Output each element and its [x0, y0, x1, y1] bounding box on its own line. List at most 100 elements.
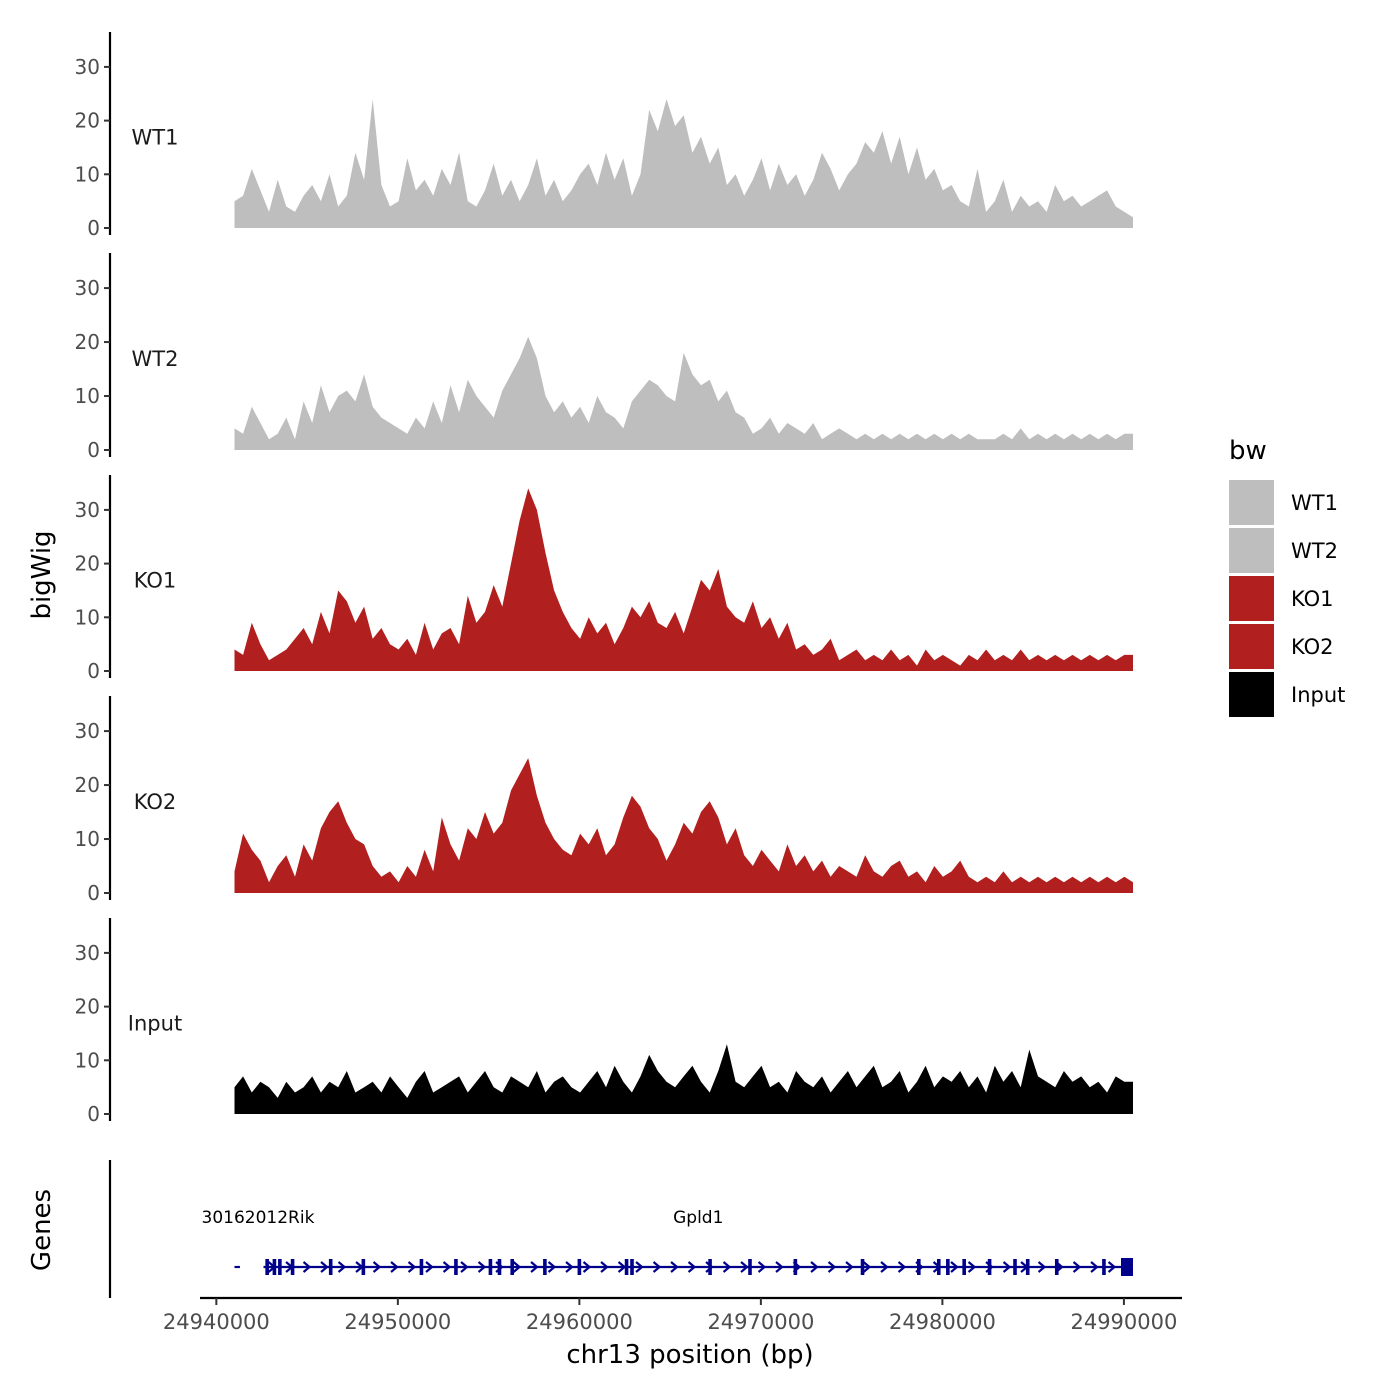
legend-entry-wt1: WT1 [1229, 480, 1338, 525]
gene-name-label: 30162012Rik [202, 1208, 315, 1228]
coverage-area-input [234, 1044, 1133, 1114]
y-tick-label: 10 [75, 827, 100, 851]
strand-arrow [1072, 1261, 1082, 1273]
strand-arrow [722, 1261, 732, 1273]
exon [328, 1259, 333, 1275]
exon [497, 1259, 502, 1275]
exon [510, 1259, 515, 1275]
strand-arrow [705, 1261, 714, 1273]
y-tick-label: 30 [75, 719, 100, 743]
strand-arrow [950, 1261, 959, 1273]
genes-track-label: Genes [27, 1189, 57, 1271]
exon [946, 1259, 950, 1275]
exon [454, 1259, 458, 1275]
legend-swatch [1229, 528, 1274, 573]
y-axis-title: bigWig [27, 530, 57, 619]
track-ko1: 0 10 20 30 KO1 [75, 475, 1133, 683]
coverage-area-wt1 [234, 99, 1133, 228]
y-tick-label: 10 [75, 384, 100, 408]
y-tick-label: 30 [75, 941, 100, 965]
strand-arrow [880, 1261, 889, 1273]
x-tick-label: 24940000 [163, 1310, 270, 1334]
y-tick-label: 0 [87, 881, 100, 905]
strand-arrow [652, 1261, 662, 1273]
strand-arrow [827, 1261, 837, 1273]
legend-swatch [1229, 672, 1274, 717]
legend-label: KO2 [1291, 635, 1334, 659]
legend-entry-wt2: WT2 [1229, 528, 1338, 573]
strand-arrow [407, 1261, 417, 1273]
exon [1102, 1259, 1106, 1275]
coverage-area-ko1 [234, 488, 1133, 671]
coverage-area-ko2 [234, 758, 1133, 893]
legend-swatch [1229, 576, 1274, 621]
track-label: WT2 [132, 347, 179, 371]
exon [708, 1259, 712, 1275]
genes-track: 30162012Rik Gpld1 [108, 1160, 1133, 1298]
strand-arrow [425, 1261, 434, 1273]
x-axis: 24940000 24950000 24960000 24970000 24980000… [163, 1296, 1182, 1334]
legend: WT1 WT2 KO1 KO2 Input [1229, 480, 1345, 717]
y-tick-label: 0 [87, 659, 100, 683]
track-ko2: 0 10 20 30 KO2 [75, 696, 1133, 905]
exon [987, 1259, 992, 1275]
exon [917, 1259, 921, 1275]
track-label: KO2 [134, 790, 177, 814]
y-tick-label: 0 [87, 216, 100, 240]
legend-label: WT1 [1291, 491, 1338, 515]
strand-arrow [1002, 1261, 1012, 1273]
y-tick-label: 30 [75, 498, 100, 522]
exon [290, 1259, 295, 1275]
exon [936, 1259, 941, 1275]
y-tick-label: 20 [75, 552, 100, 576]
y-tick-label: 20 [75, 995, 100, 1019]
y-tick-label: 10 [75, 1048, 100, 1072]
strand-arrow [337, 1261, 347, 1273]
exon [1025, 1259, 1030, 1275]
y-tick-label: 20 [75, 109, 100, 133]
track-wt2: 0 10 20 30 WT2 [75, 253, 1133, 462]
exon [1054, 1259, 1059, 1275]
gene-gpld1: Gpld1 [263, 1208, 1133, 1273]
exon [1120, 1258, 1133, 1276]
strand-arrow [390, 1261, 399, 1273]
strand-arrow [687, 1261, 697, 1273]
strand-arrow [582, 1261, 592, 1273]
strand-arrow [757, 1261, 767, 1273]
x-tick-label: 24980000 [889, 1310, 996, 1334]
exon [272, 1259, 277, 1275]
strand-arrow [372, 1261, 382, 1273]
exon [577, 1259, 582, 1275]
strand-arrow [547, 1261, 557, 1273]
legend-entry-ko2: KO2 [1229, 624, 1334, 669]
gene-4930162012rik: 30162012Rik [202, 1208, 315, 1269]
strand-arrow [442, 1261, 452, 1273]
strand-arrow [617, 1261, 627, 1273]
legend-entry-ko1: KO1 [1229, 576, 1334, 621]
exon [962, 1259, 966, 1275]
track-label: KO1 [134, 569, 177, 593]
exon [748, 1259, 752, 1275]
x-axis-title: chr13 position (bp) [566, 1340, 813, 1370]
strand-arrow [810, 1261, 819, 1273]
track-label: WT1 [132, 126, 179, 150]
exon [543, 1259, 547, 1275]
exon [488, 1259, 493, 1275]
strand-arrow [635, 1261, 644, 1273]
strand-arrow [1107, 1261, 1117, 1273]
strand-arrow [967, 1261, 977, 1273]
track-label: Input [128, 1012, 182, 1036]
y-tick-label: 10 [75, 605, 100, 629]
legend-label: Input [1291, 683, 1345, 707]
strand-arrow [512, 1261, 522, 1273]
y-tick-label: 30 [75, 55, 100, 79]
strand-arrow [897, 1261, 907, 1273]
strand-arrow [600, 1261, 609, 1273]
x-tick-label: 24990000 [1070, 1310, 1177, 1334]
y-tick-label: 0 [87, 438, 100, 462]
exon [793, 1259, 798, 1275]
x-tick-label: 24960000 [526, 1310, 633, 1334]
exon [1013, 1259, 1017, 1275]
y-tick-label: 20 [75, 330, 100, 354]
strand-arrow [845, 1261, 854, 1273]
